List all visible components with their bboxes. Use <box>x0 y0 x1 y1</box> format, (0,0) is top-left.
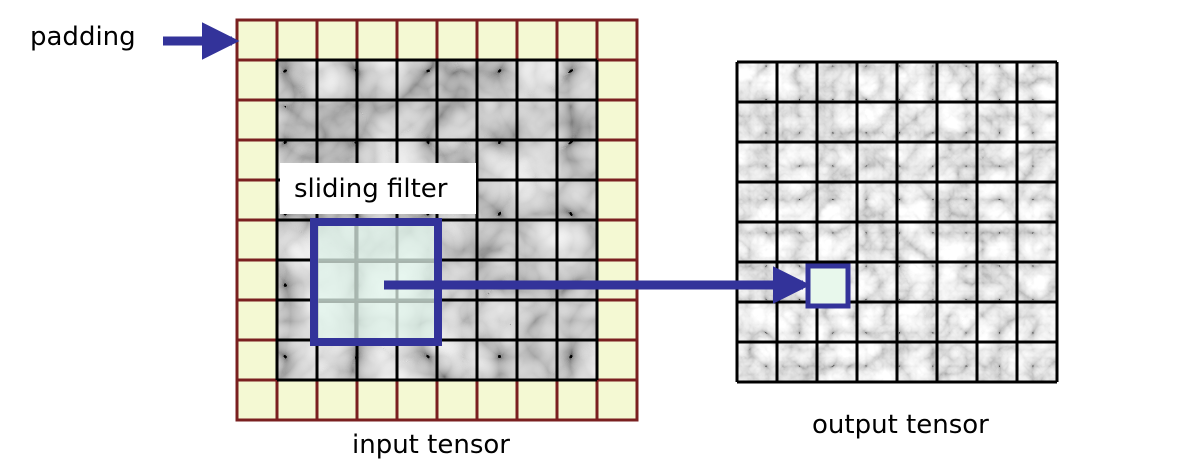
padding-cell <box>235 58 279 102</box>
sliding-filter-label-background <box>280 163 476 214</box>
padding-cell <box>435 18 479 62</box>
input-tensor <box>235 18 639 422</box>
padding-cell <box>435 378 479 422</box>
padding-cell <box>595 258 639 302</box>
padding-cell <box>235 298 279 342</box>
padding-cell <box>475 18 519 62</box>
padding-cell <box>515 378 559 422</box>
padding-cell <box>235 178 279 222</box>
output-grid-lines <box>735 60 1059 384</box>
padding-cell <box>555 378 599 422</box>
padding-cell <box>235 258 279 302</box>
padding-cell <box>275 18 319 62</box>
padding-cell <box>595 58 639 102</box>
padding-cell <box>595 178 639 222</box>
padding-cell <box>555 18 599 62</box>
padding-cell <box>235 378 279 422</box>
output-tensor-label: output tensor <box>812 410 989 440</box>
padding-cell <box>595 138 639 182</box>
padding-cell <box>315 18 359 62</box>
padding-cell <box>475 378 519 422</box>
sliding-filter-label: sliding filter <box>294 174 448 204</box>
padding-cell <box>515 18 559 62</box>
input-padding-ring <box>235 18 639 422</box>
padding-cell <box>275 378 319 422</box>
padding-cell <box>235 98 279 142</box>
padding-cell <box>595 218 639 262</box>
padding-cell <box>235 218 279 262</box>
padding-cell <box>235 338 279 382</box>
padding-cell <box>235 138 279 182</box>
padding-label: padding <box>30 22 136 52</box>
padding-cell <box>595 378 639 422</box>
padding-cell <box>355 18 399 62</box>
padding-cell <box>355 378 399 422</box>
padding-cell <box>395 18 439 62</box>
padding-cell <box>235 18 279 62</box>
output-tensor <box>735 60 1059 384</box>
padding-cell <box>595 98 639 142</box>
input-tensor-label: input tensor <box>352 430 510 460</box>
padding-cell <box>315 378 359 422</box>
padding-cell <box>595 338 639 382</box>
padding-cell <box>395 378 439 422</box>
output-target-cell <box>805 263 851 309</box>
padding-cell <box>595 18 639 62</box>
padding-cell <box>595 298 639 342</box>
